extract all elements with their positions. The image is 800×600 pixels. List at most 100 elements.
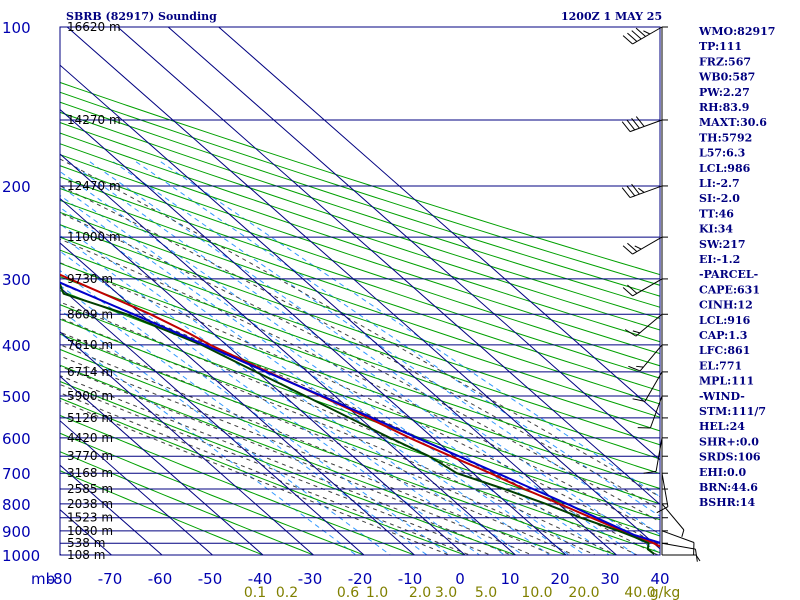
- stability-index: -PARCEL-: [699, 268, 758, 281]
- wind-barb-staff: [639, 344, 663, 372]
- isotherm: [60, 153, 517, 555]
- dry-adiabat: [60, 470, 265, 555]
- dry-adiabat: [60, 81, 660, 276]
- temperature-tick-label: 30: [600, 570, 619, 588]
- wind-barb-staff: [629, 185, 663, 199]
- wind-barb-staff: [655, 437, 663, 472]
- isotherm: [167, 27, 660, 461]
- dry-adiabat: [60, 397, 467, 555]
- wind-barb-flag: [632, 398, 646, 402]
- isotherm: [60, 553, 62, 555]
- isotherms: [60, 27, 660, 555]
- wind-barb-flag: [632, 330, 640, 334]
- dry-adiabat: [60, 249, 660, 460]
- dry-adiabat: [60, 380, 517, 555]
- moist-adiabat: [60, 400, 451, 555]
- isotherm: [60, 197, 466, 555]
- stability-index: WB0:587: [698, 71, 755, 84]
- height-labels: 16620 m 14270 m 12470 m 11000 m 9730 m 8609 m…: [67, 20, 121, 562]
- temperature-tick-label: -40: [248, 570, 273, 588]
- wind-barb-staff: [629, 119, 663, 133]
- temperature-tick-label: 0: [455, 570, 465, 588]
- isotherm: [60, 331, 315, 555]
- mixing-ratio-label: 3.0: [435, 585, 457, 600]
- pressure-label: 900: [2, 523, 31, 541]
- wind-barb-flag: [636, 365, 644, 368]
- height-label: 12470 m: [67, 179, 121, 193]
- moist-adiabat: [60, 392, 472, 555]
- wind-barb: [643, 437, 663, 474]
- isotherm: [218, 27, 660, 417]
- mixing-ratio-label: g/kg: [650, 585, 681, 600]
- chart-title: SBRB (82917) Sounding: [66, 10, 217, 23]
- isotherm: [66, 27, 660, 550]
- dry-adiabat: [60, 289, 660, 505]
- wind-barb: [632, 371, 663, 402]
- mixing-ratio-label: 10.0: [521, 585, 552, 600]
- dry-adiabat: [60, 187, 660, 392]
- dry-adiabat: [60, 224, 660, 432]
- wind-barb-flag: [627, 284, 638, 294]
- stability-index: LFC:861: [699, 344, 750, 357]
- moist-adiabat: [60, 238, 660, 535]
- height-label: 16620 m: [67, 20, 121, 34]
- height-label: 3770 m: [67, 449, 113, 463]
- mixing-ratio-label: 0.1: [244, 585, 266, 600]
- height-label: 2585 m: [67, 482, 113, 496]
- wind-barb-staff: [632, 26, 663, 45]
- dry-adiabat: [60, 143, 660, 343]
- dry-adiabat: [60, 451, 315, 555]
- pressure-label: 100: [2, 19, 31, 37]
- wind-barb-flag: [631, 117, 640, 129]
- wind-barb-flag: [627, 32, 638, 42]
- mixing-ratio-label: 20.0: [568, 585, 599, 600]
- wind-barb: [628, 344, 663, 372]
- mixing-ratio-labels: 0.1 0.2 0.6 1.0 2.0 3.0 5.0 10.0 20.0 40.0g/kg: [244, 585, 680, 600]
- dry-adiabat: [60, 211, 660, 418]
- parcel-profile: [60, 281, 660, 544]
- temperature-tick-label: -60: [148, 570, 173, 588]
- stability-index: -WIND-: [699, 390, 745, 403]
- temperature-tick-label: -30: [298, 570, 323, 588]
- dry-adiabat: [60, 154, 660, 355]
- pressure-unit-label: mb: [31, 570, 55, 588]
- dry-adiabat: [60, 122, 660, 320]
- wind-barb-flag: [631, 183, 640, 195]
- dry-adiabat: [60, 262, 660, 475]
- stability-indices: WMO:82917 TP:111 FRZ:567 WB0:587 PW:2.27 RH:8…: [698, 25, 775, 509]
- isotherm: [60, 108, 567, 555]
- stability-index: SI:-2.0: [699, 192, 740, 205]
- stability-index: CAP:1.3: [699, 329, 747, 342]
- dry-adiabats: [60, 81, 660, 555]
- isotherm: [60, 420, 214, 555]
- isotherm: [60, 64, 618, 555]
- stability-index: TH:5792: [699, 131, 752, 144]
- stability-index: SRDS:106: [699, 451, 761, 464]
- wind-barb-flag: [621, 187, 631, 198]
- height-label: 9730 m: [67, 272, 113, 286]
- mixing-ratio-line: [60, 250, 481, 555]
- plot-border: [59, 26, 661, 556]
- wind-barb-flag: [622, 245, 633, 255]
- wind-barb-flag: [695, 554, 701, 562]
- wind-barb: [621, 116, 663, 133]
- pressure-label: 200: [2, 178, 31, 196]
- wind-barb-staff: [632, 278, 663, 297]
- stability-index: KI:34: [699, 223, 733, 236]
- height-label: 1523 m: [67, 511, 113, 525]
- mixing-ratio-line: [60, 332, 357, 555]
- mixing-ratio-line: [60, 309, 392, 555]
- height-label: 14270 m: [67, 113, 121, 127]
- temperature-tick-label: 40: [650, 570, 669, 588]
- mixing-ratio-label: 0.2: [276, 585, 298, 600]
- wind-barb-flag: [656, 506, 669, 514]
- dry-adiabat: [60, 176, 660, 379]
- pressure-label: 500: [2, 388, 31, 406]
- dry-adiabat: [60, 199, 660, 405]
- stability-index: CAPE:631: [699, 283, 760, 296]
- height-label: 5900 m: [67, 389, 113, 403]
- height-label: 7610 m: [67, 338, 113, 352]
- dry-adiabat: [60, 348, 619, 555]
- dry-adiabat: [60, 111, 660, 308]
